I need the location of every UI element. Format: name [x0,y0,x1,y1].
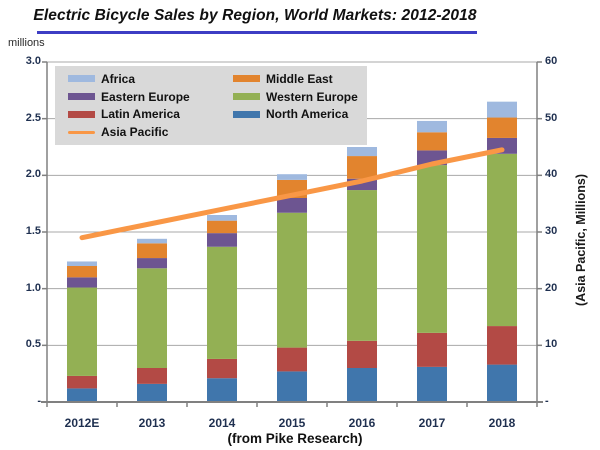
bar-segment [347,340,377,368]
line-series [79,147,505,241]
bar-segment [347,156,377,179]
legend-color-swatch [233,93,260,101]
left-axis-tick-label: 0.5 [25,338,41,351]
left-axis-tick-label: 3.0 [25,55,41,67]
legend-item: Asia Pacific [68,123,233,141]
bar-segment [417,132,447,151]
bar-segment [207,378,237,402]
legend-label: North America [266,107,349,122]
bar-segment [277,212,307,348]
bar-segment [277,347,307,372]
bar-segment [487,364,517,402]
x-axis-label: 2017 [418,416,446,430]
right-axis-tick-label: 10 [545,338,558,351]
bar-segment [417,120,447,133]
right-axis-tick-label: 60 [545,55,558,67]
bar-segment [487,326,517,365]
bar-segment [347,147,377,157]
left-axis-tick-label: 2.0 [25,168,41,181]
legend-item: Western Europe [233,88,367,106]
bar-segment [137,383,167,402]
bar-segment [207,246,237,359]
bar-segment [207,233,237,247]
bar-segment [277,174,307,180]
legend: Africa Eastern Europe Latin America Asia Pa… [55,66,367,145]
legend-label: Middle East [266,71,333,86]
bar-segment [277,371,307,402]
legend-color-swatch [233,75,260,83]
legend-label: Western Europe [266,89,358,104]
bar-segment [347,178,377,191]
bar-segment [67,277,97,288]
legend-label: Eastern Europe [101,89,190,104]
bar-segment [207,220,237,234]
bar-segment [207,215,237,221]
bar-segment [67,266,97,278]
bar-segment [277,198,307,213]
bar-segment [67,287,97,376]
right-axis-tick-label: - [545,395,549,407]
bar-segment [137,268,167,368]
bar-segment [347,190,377,341]
right-axis-tick-label: 20 [545,281,558,294]
bar-segment [67,388,97,402]
legend-label: Asia Pacific [101,125,169,140]
bar-segment [137,258,167,269]
x-axis-label: 2015 [278,416,306,430]
x-axis-label: 2018 [488,416,516,430]
legend-color-swatch [68,93,95,101]
bar-segment [487,117,517,138]
chart-title: Electric Bicycle Sales by Region, World … [33,7,477,24]
legend-color-swatch [233,110,260,118]
legend-item: Eastern Europe [68,88,233,106]
bar-segment [417,165,447,333]
bar-segment [417,366,447,402]
legend-label: Latin America [101,107,180,122]
left-axis-unit-label: millions [8,37,45,49]
right-axis-tick-label: 50 [545,111,558,124]
left-axis-tick-label: - [37,395,41,407]
legend-item: Latin America [68,106,233,124]
legend-item: Africa [68,70,233,88]
title-underline [37,31,477,34]
left-axis-tick-label: 2.5 [25,111,41,124]
legend-label: Africa [101,71,136,86]
right-axis-tick-label: 40 [545,168,558,181]
x-axis-label: 2016 [348,416,376,430]
bar-segment [67,261,97,266]
bar-segment [417,332,447,367]
legend-item: North America [233,106,367,124]
legend-color-swatch [68,75,95,83]
bar-segment [207,358,237,379]
legend-color-swatch [68,110,95,118]
bar-segment [137,243,167,259]
bar-segment [137,368,167,384]
legend-line-swatch [68,130,95,134]
left-axis-tick-label: 1.0 [25,281,41,294]
bar-segment [487,153,517,327]
bar-segment [137,238,167,244]
bar-segment [347,368,377,402]
legend-item: Middle East [233,70,367,88]
bar-segment [487,101,517,118]
x-axis-label: 2013 [138,416,166,430]
right-axis-tick-label: 30 [545,225,558,237]
x-axis-label: 2014 [208,416,236,430]
right-axis-label: (Asia Pacific, Millions) [574,174,588,306]
bar-segment [67,375,97,389]
source-caption: (from Pike Research) [227,431,363,446]
left-axis-tick-label: 1.5 [25,225,41,237]
x-axis-label: 2012E [64,416,100,430]
